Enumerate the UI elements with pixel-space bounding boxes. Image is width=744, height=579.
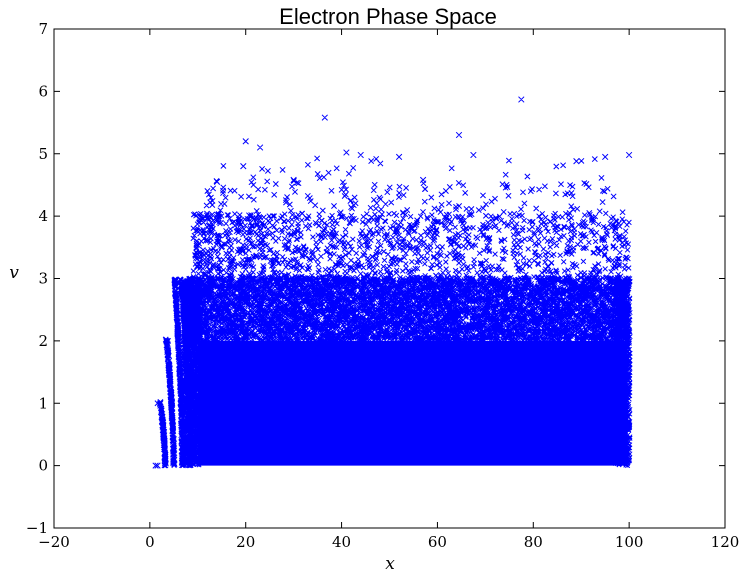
x-tick-label: 80 bbox=[524, 533, 543, 551]
y-tick-label: 3 bbox=[38, 270, 48, 288]
y-tick-label: 6 bbox=[38, 82, 48, 100]
x-tick-label: 0 bbox=[145, 533, 155, 551]
y-axis-ticks: −1 0 1 2 3 4 5 6 7 bbox=[26, 20, 725, 537]
chart-title: Electron Phase Space bbox=[279, 4, 497, 29]
dense-core-band bbox=[197, 340, 628, 466]
x-tick-label: −20 bbox=[38, 533, 70, 551]
y-axis-label: v bbox=[9, 263, 19, 283]
x-axis-label: x bbox=[385, 554, 395, 574]
y-tick-label: 7 bbox=[38, 20, 48, 38]
x-tick-label: 100 bbox=[615, 533, 644, 551]
x-tick-label: 40 bbox=[332, 533, 351, 551]
scatter-points bbox=[152, 96, 633, 469]
x-tick-label: 120 bbox=[711, 533, 740, 551]
x-tick-label: 20 bbox=[236, 533, 255, 551]
y-tick-label: 4 bbox=[38, 207, 48, 225]
scatter-markers bbox=[152, 96, 633, 469]
y-tick-label: 2 bbox=[38, 332, 48, 350]
y-tick-label: 0 bbox=[38, 457, 48, 475]
x-axis-ticks: −20 0 20 40 60 80 100 120 bbox=[38, 29, 739, 551]
y-tick-label: 1 bbox=[38, 394, 48, 412]
plot-area bbox=[152, 96, 633, 469]
y-tick-label: −1 bbox=[26, 519, 48, 537]
x-tick-label: 60 bbox=[428, 533, 447, 551]
y-tick-label: 5 bbox=[38, 145, 48, 163]
